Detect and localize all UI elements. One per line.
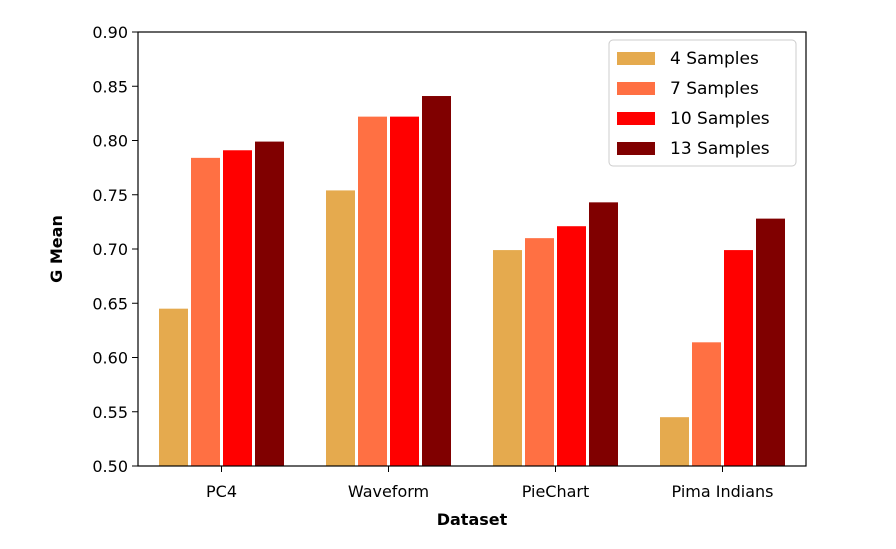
bar-10-samples <box>223 150 252 466</box>
y-tick-label: 0.50 <box>92 457 128 476</box>
legend-swatch <box>617 142 655 155</box>
y-tick-label: 0.65 <box>92 294 128 313</box>
y-tick-label: 0.70 <box>92 240 128 259</box>
bar-7-samples <box>525 238 554 466</box>
y-axis-title: G Mean <box>47 215 66 283</box>
x-axis: PC4 Waveform PieChart Pima Indians <box>206 466 773 501</box>
y-tick-label: 0.60 <box>92 349 128 368</box>
legend-swatch <box>617 112 655 125</box>
bar-13-samples <box>255 141 284 466</box>
bar-10-samples <box>557 226 586 466</box>
legend-label: 13 Samples <box>670 139 770 159</box>
x-tick-label: PC4 <box>206 482 237 501</box>
legend-swatch <box>617 52 655 65</box>
bar-13-samples <box>589 202 618 466</box>
x-tick-label: Pima Indians <box>672 482 774 501</box>
legend-swatch <box>617 82 655 95</box>
y-axis: 0.50 0.55 0.60 0.65 0.70 0.75 0.80 0.85 0.90 <box>92 23 138 476</box>
y-tick-label: 0.55 <box>92 403 128 422</box>
x-tick-label: PieChart <box>522 482 590 501</box>
legend: 4 Samples 7 Samples 10 Samples 13 Samples <box>608 39 797 167</box>
y-tick-label: 0.90 <box>92 23 128 42</box>
y-tick-label: 0.85 <box>92 77 128 96</box>
bar-10-samples <box>724 250 753 466</box>
x-tick-label: Waveform <box>348 482 429 501</box>
legend-label: 4 Samples <box>670 49 759 69</box>
bar-13-samples <box>422 96 451 466</box>
y-tick-label: 0.80 <box>92 132 128 151</box>
y-tick-label: 0.75 <box>92 186 128 205</box>
legend-box <box>608 39 797 167</box>
x-axis-title: Dataset <box>437 510 508 529</box>
bar-13-samples <box>756 218 785 466</box>
bar-7-samples <box>692 342 721 466</box>
bar-4-samples <box>159 308 188 466</box>
bar-4-samples <box>326 190 355 466</box>
bar-10-samples <box>390 116 419 466</box>
bar-7-samples <box>191 157 220 467</box>
bars-group <box>159 96 785 467</box>
bar-4-samples <box>493 250 522 466</box>
legend-label: 7 Samples <box>670 79 759 99</box>
bar-7-samples <box>358 116 387 466</box>
legend-label: 10 Samples <box>670 109 770 129</box>
bar-4-samples <box>660 417 689 466</box>
